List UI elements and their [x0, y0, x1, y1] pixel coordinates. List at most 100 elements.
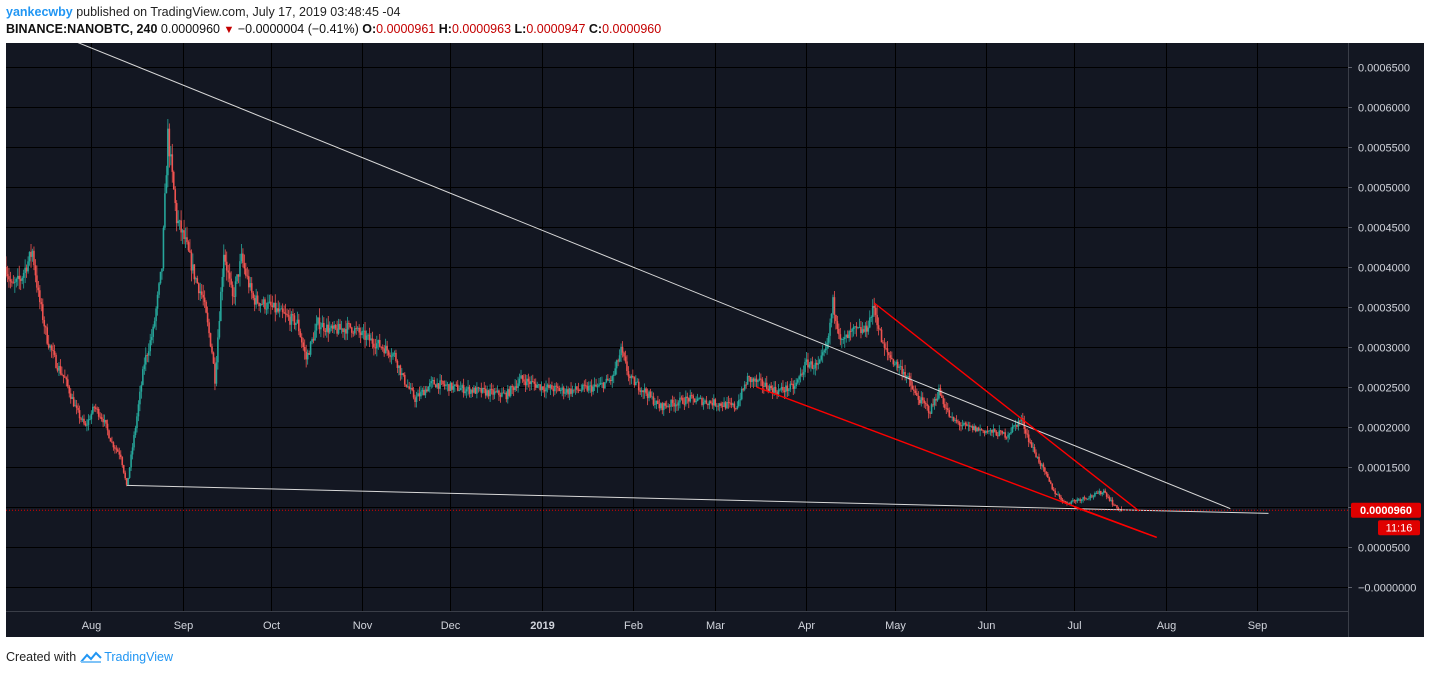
- candle-body: [121, 457, 124, 466]
- candle-body: [1011, 426, 1014, 433]
- candle-body: [41, 304, 44, 321]
- candle-body: [860, 327, 862, 333]
- candle-body: [1019, 420, 1021, 422]
- candle-body: [43, 320, 46, 327]
- candle-body: [1111, 499, 1114, 505]
- candle-body: [683, 403, 686, 405]
- candle-body: [755, 378, 758, 383]
- candle-body: [626, 361, 628, 372]
- candle-body: [399, 365, 402, 376]
- candle-body: [733, 403, 736, 409]
- candle-body: [974, 426, 977, 432]
- candle-body: [24, 267, 26, 274]
- candle-body: [637, 381, 640, 391]
- candle-body: [891, 357, 893, 360]
- candle-body: [28, 251, 31, 262]
- candle-body: [378, 340, 381, 347]
- candle-body: [895, 361, 898, 365]
- x-tick-label: Jun: [978, 620, 996, 632]
- candle-body: [1082, 497, 1084, 500]
- candle-body: [767, 388, 770, 392]
- candle-body: [893, 364, 896, 366]
- candle-body: [86, 425, 88, 426]
- candle-body: [508, 389, 511, 396]
- candle-body: [643, 388, 646, 393]
- candle-body: [746, 376, 749, 385]
- candle-body: [147, 351, 150, 356]
- candle-body: [499, 395, 502, 397]
- candle-body: [492, 389, 494, 395]
- candle-body: [209, 333, 212, 347]
- candle-body: [899, 366, 902, 368]
- candle-body: [218, 320, 221, 338]
- candle-body: [1110, 499, 1112, 501]
- candle-body: [879, 328, 881, 330]
- candle-body: [601, 382, 603, 384]
- author-name[interactable]: yankecwby: [6, 5, 73, 19]
- candle-body: [395, 352, 397, 361]
- candle-body: [1038, 456, 1040, 463]
- candle-body: [614, 368, 616, 375]
- candle-body: [78, 410, 81, 419]
- candle-body: [714, 399, 717, 406]
- price-axis[interactable]: [1348, 43, 1424, 637]
- candle-body: [749, 376, 752, 383]
- candle-body: [211, 346, 213, 353]
- candle-body: [864, 325, 867, 332]
- candle-body: [474, 387, 477, 394]
- candle-body: [748, 376, 750, 377]
- candle-body: [153, 321, 156, 327]
- price-chart[interactable]: −0.00000000.00005000.00010000.00015000.0…: [6, 43, 1424, 637]
- candle-body: [390, 356, 393, 358]
- candle-body: [420, 391, 422, 397]
- candle-body: [309, 341, 312, 355]
- candle-body: [505, 392, 508, 400]
- candle-body: [599, 383, 602, 385]
- candle-body: [253, 298, 256, 305]
- candle-body: [334, 325, 337, 329]
- candle-body: [818, 359, 821, 364]
- chart-pane[interactable]: [6, 43, 1348, 637]
- footer: Created with TradingView: [6, 650, 173, 664]
- tradingview-link[interactable]: TradingView: [80, 650, 173, 664]
- candle-body: [67, 379, 69, 387]
- candle-body: [1072, 500, 1074, 502]
- candle-body: [758, 378, 761, 380]
- candle-body: [1086, 498, 1089, 500]
- candle-body: [905, 376, 908, 378]
- candle-body: [780, 386, 783, 390]
- candle-body: [295, 323, 297, 326]
- candle-body: [339, 323, 341, 330]
- candle-body: [693, 398, 696, 403]
- candle-body: [299, 331, 302, 338]
- candle-body: [325, 324, 328, 332]
- candle-body: [1055, 493, 1058, 495]
- candle-body: [720, 403, 722, 406]
- candle-body: [886, 348, 889, 353]
- candle-body: [651, 396, 653, 398]
- candle-body: [192, 264, 194, 271]
- candle-body: [345, 329, 347, 334]
- candle-body: [56, 367, 59, 371]
- candle-body: [838, 328, 840, 335]
- candle-body: [439, 380, 441, 389]
- candle-body: [261, 303, 263, 305]
- y-tick-label: 0.0006000: [1358, 103, 1410, 115]
- candle-body: [527, 378, 530, 382]
- candle-body: [907, 376, 909, 378]
- candle-body: [995, 431, 998, 436]
- candle-body: [442, 380, 444, 385]
- candle-body: [184, 237, 187, 239]
- candle-body: [1039, 462, 1042, 466]
- candle-body: [406, 386, 409, 388]
- candle-body: [87, 419, 90, 426]
- candle-body: [1035, 452, 1037, 458]
- candle-body: [256, 295, 259, 303]
- candle-body: [646, 393, 649, 399]
- candle-body: [84, 423, 87, 426]
- candle-body: [181, 230, 184, 233]
- candle-body: [170, 154, 172, 157]
- candle-body: [477, 387, 480, 389]
- candle-body: [531, 381, 534, 382]
- candle-body: [901, 366, 903, 375]
